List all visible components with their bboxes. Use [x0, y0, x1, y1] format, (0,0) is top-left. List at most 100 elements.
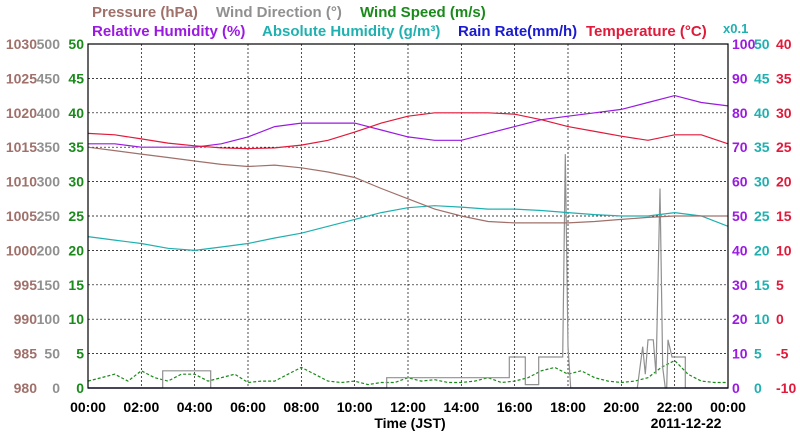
axis-tick-label-rh: 30 [732, 277, 748, 293]
axis-tick-label-wind_speed: 5 [76, 346, 84, 362]
axis-tick-label-rh: 10 [732, 346, 748, 362]
series-line-wind_speed [87, 359, 728, 386]
legend-pressure: Pressure (hPa) [92, 4, 198, 21]
axis-tick-label-rh: 0 [732, 380, 740, 396]
axis-tick-label-ah: 40 [754, 105, 770, 121]
axis-tick-label-pressure: 990 [14, 311, 38, 327]
axis-tick-label-wind_dir: 0 [52, 380, 60, 396]
axis-tick-label-wind_speed: 40 [68, 105, 84, 121]
legend-rh: Relative Humidity (%) [92, 23, 245, 40]
series-line-ah [87, 205, 729, 252]
x-tick-label: 04:00 [177, 399, 213, 415]
legend-x01: x0.1 [723, 21, 748, 36]
axis-tick-label-wind_dir: 200 [37, 242, 61, 258]
axis-tick-label-rh: 90 [732, 70, 748, 86]
x-tick-label: 16:00 [497, 399, 533, 415]
axis-tick-label-pressure: 1025 [6, 70, 37, 86]
axis-tick-label-wind_speed: 35 [68, 139, 84, 155]
axis-tick-label-wind_dir: 100 [37, 311, 61, 327]
x-tick-label: 14:00 [443, 399, 479, 415]
axis-tick-label-rh: 20 [732, 311, 748, 327]
axis-tick-label-pressure: 995 [14, 277, 38, 293]
axis-tick-label-temp: 30 [776, 105, 792, 121]
legend-wind_dir: Wind Direction (°) [216, 4, 342, 21]
series-line-temp [87, 112, 729, 150]
axis-tick-label-pressure: 1000 [6, 242, 37, 258]
axis-tick-label-ah: 10 [754, 311, 770, 327]
axis-tick-label-ah: 50 [754, 36, 770, 52]
axis-tick-label-wind_speed: 15 [68, 277, 84, 293]
axis-tick-label-temp: -5 [776, 346, 789, 362]
axis-tick-label-pressure: 985 [14, 346, 38, 362]
right-axes: 0102030405060708090100051015202530354045… [732, 36, 796, 396]
axis-tick-label-rh: 40 [732, 242, 748, 258]
x-tick-label: 00:00 [70, 399, 106, 415]
axis-tick-label-ah: 15 [754, 277, 770, 293]
axis-tick-label-wind_speed: 0 [76, 380, 84, 396]
axis-tick-label-rh: 100 [732, 36, 756, 52]
axis-tick-label-wind_speed: 20 [68, 242, 84, 258]
axis-tick-label-wind_dir: 300 [37, 174, 61, 190]
axis-tick-label-wind_speed: 10 [68, 311, 84, 327]
axis-tick-label-temp: 25 [776, 139, 792, 155]
axis-tick-label-wind_speed: 45 [68, 70, 84, 86]
x-tick-label: 08:00 [283, 399, 319, 415]
axis-tick-label-wind_dir: 450 [37, 70, 61, 86]
left-axes: 9809859909951000100510101015102010251030… [6, 36, 84, 396]
x-tick-label: 10:00 [337, 399, 373, 415]
axis-tick-label-temp: -10 [776, 380, 796, 396]
x-tick-label: 12:00 [390, 399, 426, 415]
axis-tick-label-temp: 15 [776, 208, 792, 224]
axis-tick-label-temp: 5 [776, 277, 784, 293]
axis-tick-label-rh: 50 [732, 208, 748, 224]
axis-tick-label-pressure: 980 [14, 380, 38, 396]
axis-tick-label-ah: 30 [754, 174, 770, 190]
plot-frame [87, 43, 729, 389]
axis-tick-label-wind_dir: 400 [37, 105, 61, 121]
axis-tick-label-ah: 20 [754, 242, 770, 258]
x-axis-label: Time (JST) [374, 415, 445, 431]
legend-temp: Temperature (°C) [586, 23, 707, 40]
axis-tick-label-temp: 20 [776, 174, 792, 190]
series-line-rh [88, 94, 729, 148]
axis-tick-label-wind_speed: 25 [68, 208, 84, 224]
axis-tick-label-temp: 10 [776, 242, 792, 258]
axis-tick-label-wind_dir: 50 [44, 346, 60, 362]
axis-tick-label-wind_dir: 350 [37, 139, 61, 155]
axis-tick-label-wind_speed: 30 [68, 174, 84, 190]
series-line-pressure [87, 146, 728, 224]
axis-tick-label-pressure: 1015 [6, 139, 37, 155]
axis-tick-label-ah: 5 [754, 346, 762, 362]
axis-tick-label-wind_dir: 150 [37, 277, 61, 293]
axis-tick-label-pressure: 1010 [6, 174, 37, 190]
axis-tick-label-wind_speed: 50 [68, 36, 84, 52]
legend-ah: Absolute Humidity (g/m³) [262, 23, 440, 40]
axis-tick-label-ah: 35 [754, 139, 770, 155]
x-tick-label: 18:00 [550, 399, 586, 415]
axis-tick-label-rh: 60 [732, 174, 748, 190]
legend-rain: Rain Rate(mm/h) [458, 23, 577, 40]
axis-tick-label-rh: 80 [732, 105, 748, 121]
axis-tick-label-rh: 70 [732, 139, 748, 155]
axis-tick-label-pressure: 1020 [6, 105, 37, 121]
x-axis: 00:00 02:00 04:00 06:00 08:00 10:00 12:00 14:00… [70, 399, 746, 415]
x-tick-label: 06:00 [230, 399, 266, 415]
axis-tick-label-ah: 25 [754, 208, 770, 224]
axis-tick-label-wind_dir: 500 [37, 36, 61, 52]
axis-tick-label-pressure: 1030 [6, 36, 37, 52]
axis-tick-label-ah: 45 [754, 70, 770, 86]
axis-tick-label-wind_dir: 250 [37, 208, 61, 224]
legend: Pressure (hPa) Wind Direction (°) Wind Spe… [92, 4, 748, 40]
axis-tick-label-pressure: 1005 [6, 208, 37, 224]
date-label: 2011-12-22 [651, 415, 722, 431]
axis-tick-label-temp: 35 [776, 70, 792, 86]
x-tick-label: 02:00 [123, 399, 159, 415]
x-tick-label: 00:00 [710, 399, 746, 415]
x-tick-label: 22:00 [657, 399, 693, 415]
x-tick-label: 20:00 [603, 399, 639, 415]
axis-tick-label-temp: 40 [776, 36, 792, 52]
axis-tick-label-ah: 0 [754, 380, 762, 396]
axis-tick-label-temp: 0 [776, 311, 784, 327]
legend-wind_speed: Wind Speed (m/s) [360, 4, 486, 21]
